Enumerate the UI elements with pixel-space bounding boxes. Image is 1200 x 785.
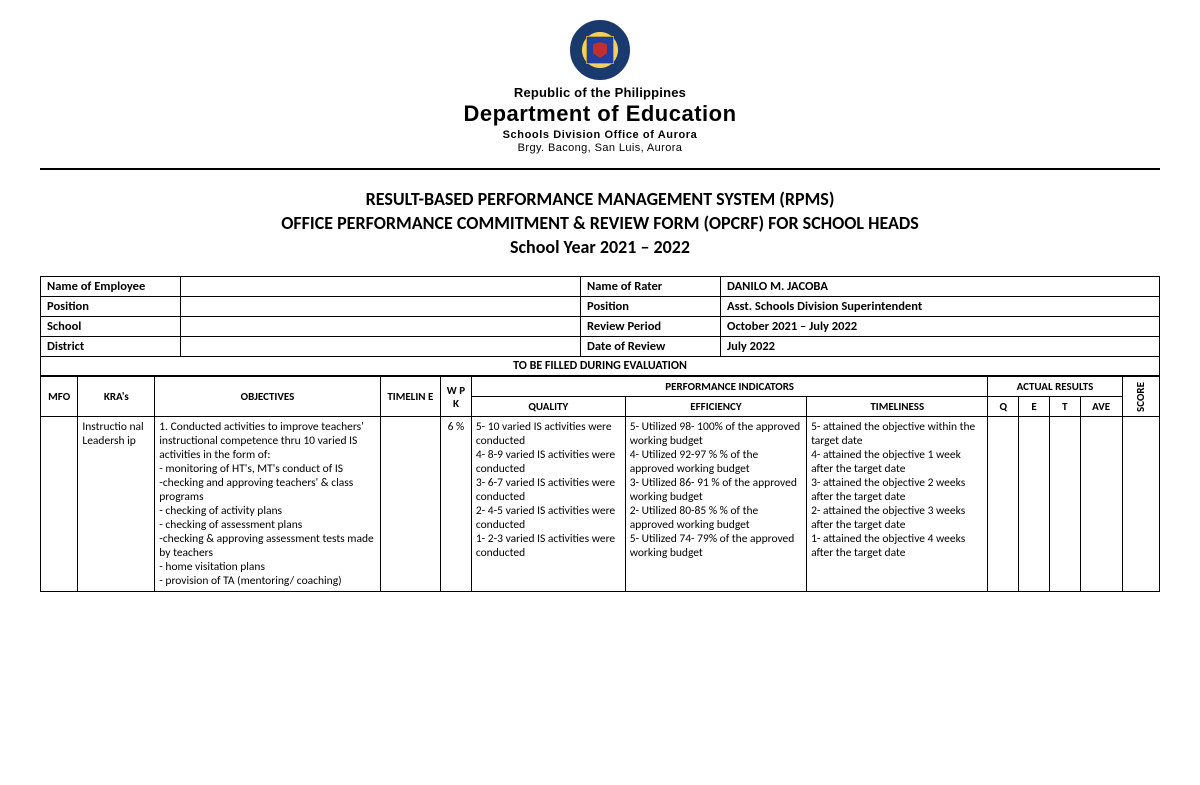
- value-position-left: [181, 297, 581, 317]
- cell-timeliness: 5- attained the objective within the tar…: [807, 417, 988, 592]
- value-rater-position: Asst. Schools Division Superintendent: [721, 297, 1160, 317]
- cell-e: [1019, 417, 1050, 592]
- col-quality: QUALITY: [471, 397, 625, 417]
- header-republic: Republic of the Philippines: [40, 85, 1160, 100]
- col-t: T: [1049, 397, 1080, 417]
- title-line2: OFFICE PERFORMANCE COMMITMENT & REVIEW F…: [40, 212, 1160, 234]
- title-line3: School Year 2021 – 2022: [40, 236, 1160, 258]
- header-address: Brgy. Bacong, San Luis, Aurora: [40, 142, 1160, 154]
- cell-q: [988, 417, 1019, 592]
- label-review-period: Review Period: [581, 317, 721, 337]
- col-score: SCORE: [1122, 377, 1159, 417]
- cell-t: [1049, 417, 1080, 592]
- title-line1: RESULT-BASED PERFORMANCE MANAGEMENT SYST…: [40, 188, 1160, 210]
- deped-seal-icon: [570, 20, 630, 80]
- col-mfo: MFO: [41, 377, 78, 417]
- label-date-review: Date of Review: [581, 337, 721, 357]
- label-rater-name: Name of Rater: [581, 277, 721, 297]
- value-date-review: July 2022: [721, 337, 1160, 357]
- cell-mfo: [41, 417, 78, 592]
- label-rater-position: Position: [581, 297, 721, 317]
- evaluation-banner: TO BE FILLED DURING EVALUATION: [40, 357, 1160, 376]
- col-timeliness: TIMELINESS: [807, 397, 988, 417]
- cell-kra: Instructio nal Leadersh ip: [78, 417, 155, 592]
- col-score-label: SCORE: [1134, 382, 1147, 412]
- table-header: MFO KRA's OBJECTIVES TIMELIN E W P K PER…: [41, 377, 1160, 417]
- table-row: Instructio nal Leadersh ip 1. Conducted …: [41, 417, 1160, 592]
- document-title: RESULT-BASED PERFORMANCE MANAGEMENT SYST…: [40, 188, 1160, 258]
- value-school: [181, 317, 581, 337]
- col-performance-indicators: PERFORMANCE INDICATORS: [471, 377, 988, 397]
- label-employee-name: Name of Employee: [41, 277, 181, 297]
- cell-ave: [1080, 417, 1122, 592]
- cell-quality: 5- 10 varied IS activities were conducte…: [471, 417, 625, 592]
- performance-table: MFO KRA's OBJECTIVES TIMELIN E W P K PER…: [40, 376, 1160, 592]
- cell-objectives: 1. Conducted activities to improve teach…: [155, 417, 380, 592]
- label-position: Position: [41, 297, 181, 317]
- col-ave: AVE: [1080, 397, 1122, 417]
- value-district: [181, 337, 581, 357]
- col-efficiency: EFFICIENCY: [625, 397, 806, 417]
- value-rater-name: DANILO M. JACOBA: [721, 277, 1160, 297]
- cell-timeline: [380, 417, 440, 592]
- metadata-table: Name of Employee Name of Rater DANILO M.…: [40, 276, 1160, 357]
- label-district: District: [41, 337, 181, 357]
- col-wpk: W P K: [441, 377, 472, 417]
- value-review-period: October 2021 – July 2022: [721, 317, 1160, 337]
- label-school: School: [41, 317, 181, 337]
- cell-score: [1122, 417, 1159, 592]
- value-employee-name: [181, 277, 581, 297]
- col-timeline: TIMELIN E: [380, 377, 440, 417]
- cell-efficiency: 5- Utilized 98- 100% of the approved wor…: [625, 417, 806, 592]
- col-actual-results: ACTUAL RESULTS: [988, 377, 1122, 397]
- letterhead: Republic of the Philippines Department o…: [40, 20, 1160, 154]
- col-kra: KRA's: [78, 377, 155, 417]
- cell-wpk: 6 %: [441, 417, 472, 592]
- header-division: Schools Division Office of Aurora: [40, 129, 1160, 141]
- col-objectives: OBJECTIVES: [155, 377, 380, 417]
- col-q: Q: [988, 397, 1019, 417]
- header-department: Department of Education: [40, 101, 1160, 127]
- col-e: E: [1019, 397, 1050, 417]
- divider: [40, 168, 1160, 170]
